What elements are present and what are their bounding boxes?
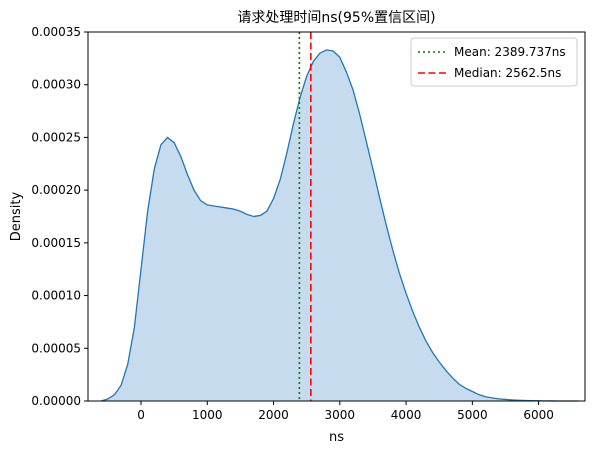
legend: Mean: 2389.737ns Median: 2562.5ns <box>410 37 578 87</box>
chart-title: 请求处理时间ns(95%置信区间) <box>237 10 435 26</box>
y-tick-label: 0.00020 <box>31 183 81 197</box>
x-tick-label: 0 <box>137 408 145 422</box>
y-axis-label: Density <box>9 191 24 241</box>
x-tick-label: 6000 <box>523 408 554 422</box>
x-axis-label: ns <box>329 430 344 445</box>
x-tick-label: 4000 <box>391 408 422 422</box>
x-tick-label: 5000 <box>457 408 488 422</box>
y-tick-label: 0.00000 <box>31 394 81 408</box>
plot-area <box>101 32 579 402</box>
density-fill <box>101 49 579 402</box>
x-tick-label: 1000 <box>192 408 223 422</box>
y-tick-label: 0.00010 <box>31 289 81 303</box>
y-tick-label: 0.00015 <box>31 236 81 250</box>
x-tick-label: 3000 <box>325 408 356 422</box>
legend-median-label: Median: 2562.5ns <box>454 66 561 80</box>
legend-box <box>410 37 578 87</box>
y-tick-label: 0.00005 <box>31 341 81 355</box>
plot-frame <box>87 31 586 402</box>
y-tick-label: 0.00025 <box>31 130 81 144</box>
legend-mean-label: Mean: 2389.737ns <box>454 45 566 59</box>
axes: 0 1000 2000 3000 4000 5000 6000 0.00000 0.00005 0… <box>31 25 586 422</box>
y-tick-label: 0.00030 <box>31 78 81 92</box>
y-tick-label: 0.00035 <box>31 25 81 39</box>
x-tick-label: 2000 <box>258 408 289 422</box>
density-line <box>101 49 579 402</box>
